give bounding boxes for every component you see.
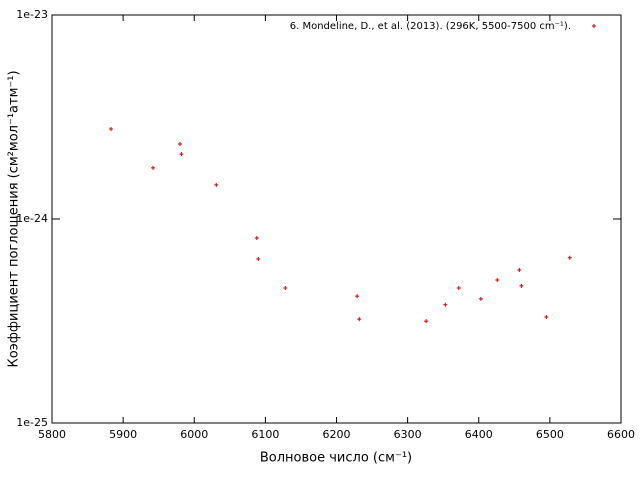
point bbox=[443, 302, 448, 307]
x-tick-label: 5900 bbox=[109, 428, 137, 441]
x-tick-label: 6000 bbox=[180, 428, 208, 441]
point bbox=[283, 285, 288, 290]
x-tick-label: 6300 bbox=[394, 428, 422, 441]
x-axis-title: Волновое число (см⁻¹) bbox=[260, 451, 412, 466]
legend-marker bbox=[592, 24, 596, 28]
point bbox=[109, 127, 114, 132]
x-tick-label: 6600 bbox=[607, 428, 635, 441]
point bbox=[355, 294, 360, 299]
x-tick-label: 6500 bbox=[536, 428, 564, 441]
point bbox=[544, 314, 549, 319]
point bbox=[424, 319, 429, 324]
point bbox=[478, 296, 483, 301]
point bbox=[456, 285, 461, 290]
point bbox=[357, 317, 362, 322]
point bbox=[214, 182, 219, 187]
y-axis-title: Коэффициент поглощения (см²мол⁻¹атм⁻¹) bbox=[7, 70, 22, 367]
point bbox=[254, 235, 259, 240]
y-tick-label: 1e-23 bbox=[16, 8, 48, 21]
y-tick-label: 1e-25 bbox=[16, 416, 48, 429]
point bbox=[517, 268, 522, 273]
x-tick-label: 5800 bbox=[38, 428, 66, 441]
x-tick-label: 6400 bbox=[465, 428, 493, 441]
point bbox=[178, 142, 183, 147]
plot-border bbox=[51, 14, 622, 424]
x-tick-label: 6100 bbox=[251, 428, 279, 441]
point bbox=[150, 165, 155, 170]
point bbox=[567, 255, 572, 260]
point bbox=[519, 283, 524, 288]
point bbox=[179, 152, 184, 157]
y-tick-label: 1e-24 bbox=[16, 212, 48, 225]
point bbox=[495, 278, 500, 283]
legend-label: 6. Mondeline, D., et al. (2013). (296K, … bbox=[290, 21, 571, 32]
x-tick-label: 6200 bbox=[323, 428, 351, 441]
point bbox=[256, 256, 261, 261]
